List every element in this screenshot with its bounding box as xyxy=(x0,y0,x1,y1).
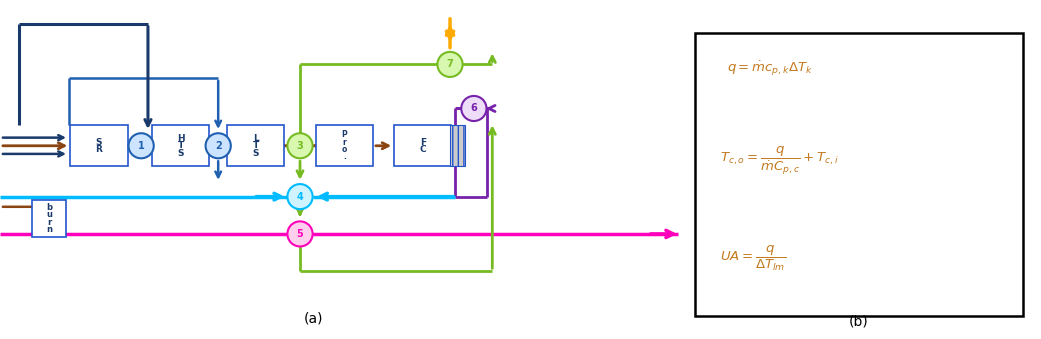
Text: T: T xyxy=(178,141,184,150)
Text: 6: 6 xyxy=(471,103,477,114)
Text: .: . xyxy=(342,153,346,161)
FancyBboxPatch shape xyxy=(695,33,1023,316)
Text: S: S xyxy=(96,138,102,146)
Text: P: P xyxy=(341,130,348,139)
FancyBboxPatch shape xyxy=(395,125,452,166)
Text: o: o xyxy=(341,145,347,154)
Circle shape xyxy=(287,221,312,246)
Circle shape xyxy=(437,52,462,77)
Text: 7: 7 xyxy=(447,59,454,69)
Text: $UA = \dfrac{q}{\Delta T_{lm}}$: $UA = \dfrac{q}{\Delta T_{lm}}$ xyxy=(720,244,786,273)
Text: u: u xyxy=(46,210,52,219)
Text: r: r xyxy=(47,218,51,226)
Text: r: r xyxy=(342,138,347,146)
Text: 1: 1 xyxy=(137,141,145,151)
Circle shape xyxy=(287,133,312,158)
FancyBboxPatch shape xyxy=(450,125,465,166)
Text: n: n xyxy=(46,225,52,234)
Text: (a): (a) xyxy=(304,312,324,326)
Text: C: C xyxy=(420,145,426,154)
Text: L: L xyxy=(253,134,258,143)
Text: S: S xyxy=(177,149,184,158)
FancyBboxPatch shape xyxy=(227,125,284,166)
Text: 2: 2 xyxy=(214,141,222,151)
Text: b: b xyxy=(46,203,52,212)
Text: F: F xyxy=(420,138,426,146)
Text: (b): (b) xyxy=(849,315,868,329)
FancyBboxPatch shape xyxy=(315,125,373,166)
Text: 3: 3 xyxy=(297,141,303,151)
Circle shape xyxy=(287,184,312,209)
Circle shape xyxy=(461,96,486,121)
Text: R: R xyxy=(96,145,102,154)
Text: H: H xyxy=(177,134,184,143)
Circle shape xyxy=(205,133,231,158)
Text: S: S xyxy=(253,149,259,158)
Text: 5: 5 xyxy=(297,229,303,239)
Text: $q = \dot{m}c_{p,k}\Delta T_k$: $q = \dot{m}c_{p,k}\Delta T_k$ xyxy=(727,60,813,78)
FancyBboxPatch shape xyxy=(32,200,67,237)
FancyBboxPatch shape xyxy=(152,125,209,166)
Text: $T_{c,o} = \dfrac{q}{\dot{m}C_{p,c}} + T_{c,i}$: $T_{c,o} = \dfrac{q}{\dot{m}C_{p,c}} + T… xyxy=(720,144,839,177)
FancyBboxPatch shape xyxy=(70,125,127,166)
Circle shape xyxy=(128,133,154,158)
Text: T: T xyxy=(253,141,259,150)
Text: 4: 4 xyxy=(297,192,303,202)
